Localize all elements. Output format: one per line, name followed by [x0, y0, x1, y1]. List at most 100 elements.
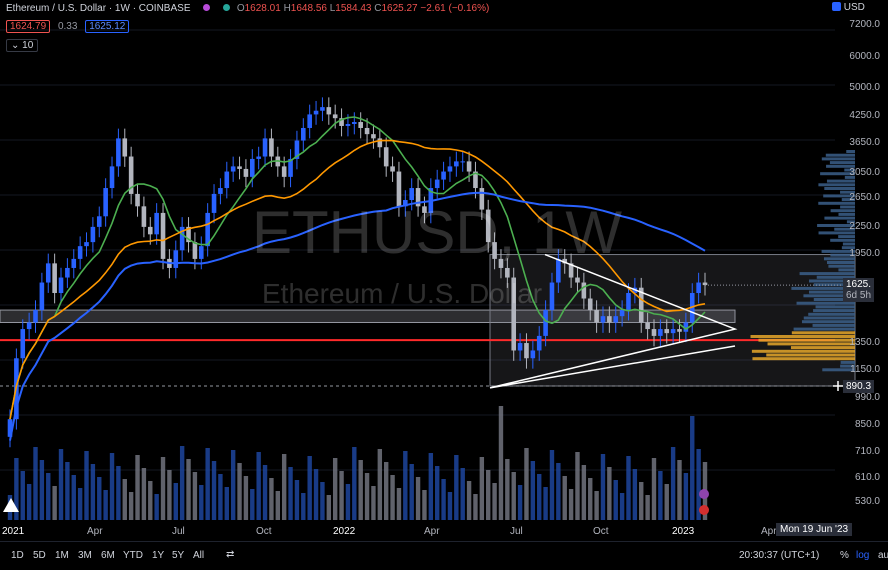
volume-bar — [59, 449, 63, 520]
volume-bar — [352, 447, 356, 520]
volume-bar — [556, 463, 560, 520]
time-tick-label: Apr — [761, 526, 777, 537]
clock[interactable]: 20:30:37 (UTC+1) — [739, 550, 819, 561]
indicators-toggle[interactable]: ⌄ 10 — [6, 39, 38, 52]
range-button-ytd[interactable]: YTD — [123, 550, 143, 561]
price-tick-label: 2650.0 — [849, 192, 880, 203]
volume-bar — [193, 472, 197, 520]
volume-bar — [677, 460, 681, 520]
current-price-tag: 1625. 6d 5h — [843, 278, 874, 302]
volume-bar — [588, 478, 592, 520]
spread-value: 0.33 — [58, 21, 77, 32]
candle-body — [454, 161, 459, 166]
volume-bar — [614, 480, 618, 520]
volume-bar — [633, 469, 637, 520]
compare-range-icon[interactable]: ⇄ — [226, 549, 234, 560]
candle-body — [327, 107, 332, 114]
volume-profile-bar — [824, 187, 855, 190]
candle-body — [116, 138, 121, 166]
price-tick-label: 610.0 — [855, 472, 880, 483]
candle-body — [148, 227, 153, 234]
candle-body — [199, 246, 204, 259]
range-button-1d[interactable]: 1D — [11, 550, 24, 561]
candle-body — [314, 111, 319, 115]
candle-body — [193, 242, 198, 259]
watermark-ticker: ETHUSD, 1W — [252, 198, 622, 267]
candle-body — [543, 310, 548, 336]
currency-flag-icon — [832, 2, 841, 11]
volume-bar — [563, 476, 567, 520]
candle-body — [613, 316, 618, 322]
volume-profile-bar — [800, 272, 855, 275]
volume-profile-bar — [791, 346, 855, 349]
volume-profile-bar — [813, 309, 855, 312]
price-tick-label: 2250.0 — [849, 221, 880, 232]
buy-price-button[interactable]: 1625.12 — [85, 20, 129, 33]
candle-body — [645, 322, 650, 329]
volume-bar — [142, 468, 146, 520]
candle-body — [52, 263, 57, 293]
candle-body — [620, 310, 625, 316]
volume-bar — [231, 450, 235, 520]
log-toggle[interactable]: log — [856, 550, 869, 561]
range-button-1m[interactable]: 1M — [55, 550, 69, 561]
candle-body — [333, 114, 338, 118]
volume-bar — [537, 474, 541, 520]
volume-profile-bar — [826, 154, 855, 157]
volume-bar — [492, 483, 496, 520]
volume-bar — [441, 479, 445, 520]
candle-body — [59, 278, 64, 293]
volume-profile-bar — [797, 302, 855, 305]
symbol-title[interactable]: Ethereum / U.S. Dollar · 1W · COINBASE — [6, 3, 191, 14]
currency-selector[interactable]: USD — [832, 2, 865, 13]
symbol-header: Ethereum / U.S. Dollar · 1W · COINBASE O… — [6, 3, 493, 14]
candle-body — [658, 329, 663, 336]
range-button-5d[interactable]: 5D — [33, 550, 46, 561]
volume-profile-bar — [794, 328, 855, 331]
volume-profile-bar — [804, 317, 855, 320]
candle-body — [390, 166, 395, 171]
volume-profile-bar — [766, 354, 855, 357]
volume-bar — [607, 467, 611, 520]
time-tick-label: Jul — [172, 526, 185, 537]
volume-bar — [333, 458, 337, 520]
candle-body — [84, 242, 89, 246]
volume-profile-bar — [751, 335, 855, 338]
volume-bar — [626, 456, 630, 520]
candle-body — [435, 180, 440, 188]
volume-bar — [499, 406, 503, 520]
volume-bar — [422, 490, 426, 520]
candle-body — [244, 169, 249, 177]
volume-bar — [378, 449, 382, 520]
volume-bar — [358, 460, 362, 520]
auto-toggle[interactable]: au — [878, 550, 888, 561]
candle-body — [161, 213, 166, 259]
sell-price-button[interactable]: 1624.79 — [6, 20, 50, 33]
volume-bar — [154, 494, 158, 520]
volume-bar — [116, 466, 120, 520]
range-button-3m[interactable]: 3M — [78, 550, 92, 561]
percent-toggle[interactable]: % — [840, 550, 849, 561]
status-dot-icon — [223, 4, 230, 11]
volume-profile-bar — [843, 243, 855, 246]
volume-profile-bar — [752, 357, 855, 360]
volume-bar — [384, 462, 388, 520]
range-button-1y[interactable]: 1Y — [152, 550, 164, 561]
candle-body — [218, 188, 223, 194]
event-lightning-icon — [699, 489, 709, 499]
price-tick-label: 3650.0 — [849, 137, 880, 148]
volume-bar — [435, 466, 439, 520]
candle-body — [346, 124, 351, 126]
candle-body — [537, 336, 542, 351]
volume-bar — [174, 483, 178, 520]
price-tick-label: 530.0 — [855, 496, 880, 507]
range-button-5y[interactable]: 5Y — [172, 550, 184, 561]
candle-body — [250, 159, 255, 177]
range-button-all[interactable]: All — [193, 550, 204, 561]
volume-bar — [27, 484, 31, 520]
range-button-6m[interactable]: 6M — [101, 550, 115, 561]
volume-profile-bar — [768, 342, 855, 345]
volume-bar — [365, 473, 369, 520]
candle-body — [550, 283, 555, 311]
volume-bar — [295, 480, 299, 520]
